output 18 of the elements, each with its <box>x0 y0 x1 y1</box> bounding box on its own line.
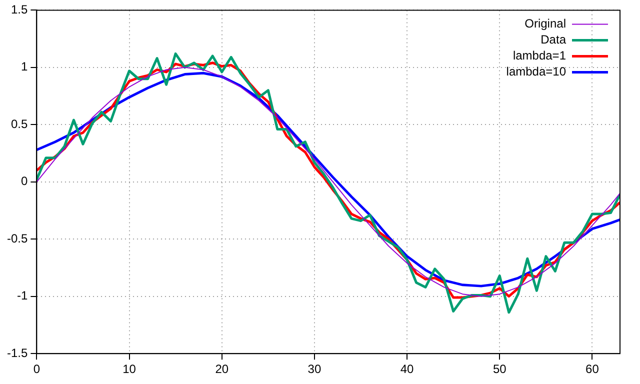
legend-label: lambda=1 <box>512 48 566 63</box>
y-tick-label: -1.5 <box>6 346 28 360</box>
legend-label: Original <box>524 16 566 31</box>
legend-label: Data <box>540 32 566 47</box>
x-tick-label: 0 <box>33 362 40 376</box>
legend-label: lambda=10 <box>506 64 566 79</box>
x-tick-label: 40 <box>400 362 414 376</box>
y-tick-label: -1 <box>17 288 28 303</box>
y-tick-label: 0.5 <box>10 116 28 131</box>
x-tick-label: 50 <box>492 362 507 376</box>
x-tick-label: 20 <box>215 362 229 376</box>
y-tick-label: 1.5 <box>10 2 28 17</box>
y-tick-label: -0.5 <box>6 231 28 246</box>
x-tick-label: 30 <box>308 362 322 376</box>
x-tick-label: 10 <box>122 362 136 376</box>
x-tick-label: 60 <box>586 362 600 376</box>
y-tick-label: 1 <box>20 60 28 74</box>
y-tick-label: 0 <box>20 174 28 188</box>
